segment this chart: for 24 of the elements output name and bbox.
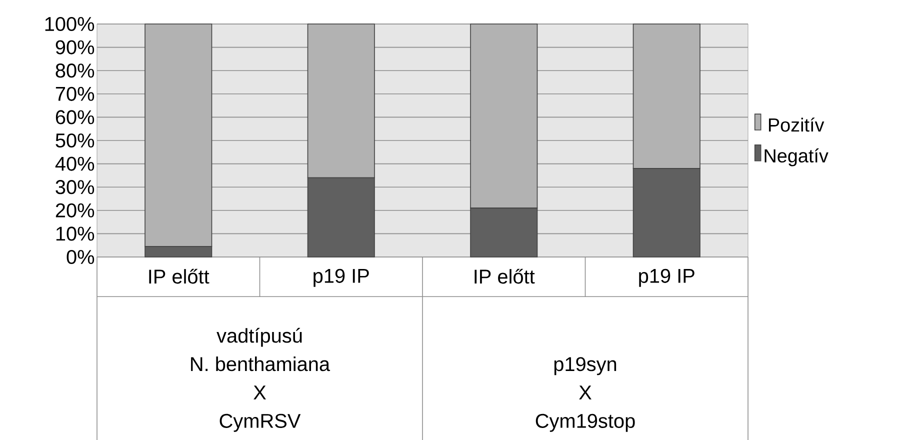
y-tick-label: 10% <box>56 226 94 241</box>
y-tick-label: 50% <box>56 133 94 148</box>
text: Cym19stop <box>536 414 635 432</box>
x-tick-label: IP előtt <box>474 268 535 284</box>
y-tick-label: 100% <box>45 16 94 32</box>
text: vadtípusú <box>216 328 302 347</box>
y-tick-label: 80% <box>56 64 94 78</box>
x-tick-label: p19 IP <box>314 268 369 287</box>
y-tick-label: 60% <box>56 110 94 124</box>
text: X <box>254 386 266 400</box>
x-tick-label: IP előtt <box>149 268 210 284</box>
x-tick-label: p19 IP <box>639 268 694 287</box>
y-tick-label: 90% <box>56 40 94 54</box>
y-tick-label: 70% <box>56 86 94 101</box>
text: p19syn <box>554 357 616 376</box>
y-tick-label: 0% <box>66 250 94 264</box>
text: CymRSV <box>220 414 301 432</box>
text: N. benthamiana <box>191 356 330 372</box>
legend-label: Pozitív <box>768 118 824 132</box>
text: X <box>579 386 592 400</box>
y-tick-label: 30% <box>56 180 94 194</box>
y-tick-label: 40% <box>55 156 94 171</box>
y-tick-label: 20% <box>56 203 94 218</box>
legend-label: Negatív <box>764 148 828 166</box>
